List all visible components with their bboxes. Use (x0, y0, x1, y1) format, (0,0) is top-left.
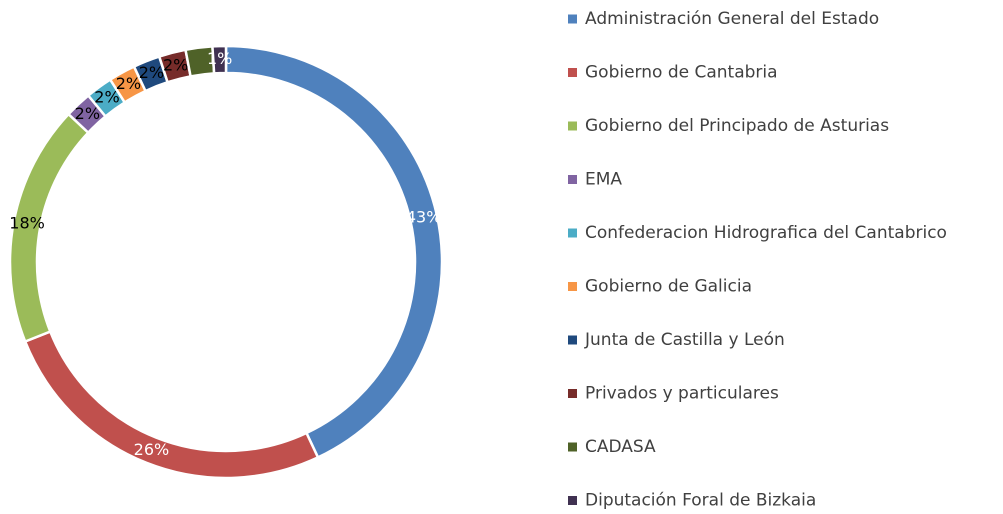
legend-label: Junta de Castilla y León (584, 330, 785, 350)
legend-swatch (568, 175, 577, 184)
donut-segment (23, 329, 320, 480)
legend-label: Diputación Foral de Bizkaia (585, 491, 816, 511)
legend-swatch (568, 14, 577, 24)
data-label: 26% (134, 440, 170, 459)
data-label: 43% (406, 207, 442, 226)
legend-label: Gobierno de Galicia (585, 277, 752, 297)
legend-label: Gobierno del Principado de Asturias (585, 116, 889, 136)
legend-swatch (568, 228, 577, 238)
legend-swatch (568, 282, 577, 291)
data-label: 2% (163, 55, 188, 74)
legend-swatch (568, 335, 577, 345)
legend-swatch (568, 68, 577, 77)
legend-swatch (568, 121, 577, 131)
donut-segment (211, 44, 228, 75)
data-label: 2% (75, 104, 100, 123)
data-label: 2% (116, 74, 141, 93)
legend-label: CADASA (585, 437, 656, 457)
legend-label: Privados y particulares (585, 384, 779, 404)
legend-swatch (568, 496, 577, 505)
data-label: 2% (94, 88, 119, 107)
donut-segment (224, 44, 444, 460)
data-label: 18% (9, 214, 45, 233)
data-label: 1% (207, 49, 232, 68)
legend-swatch (568, 442, 577, 452)
legend-label: Confederacion Hidrografica del Cantabric… (585, 223, 947, 243)
legend-label: Gobierno de Cantabria (585, 63, 778, 83)
legend-swatch (568, 389, 577, 398)
legend-label: EMA (585, 170, 622, 190)
legend-label: Administración General del Estado (585, 9, 879, 29)
data-label: 2% (139, 63, 164, 82)
